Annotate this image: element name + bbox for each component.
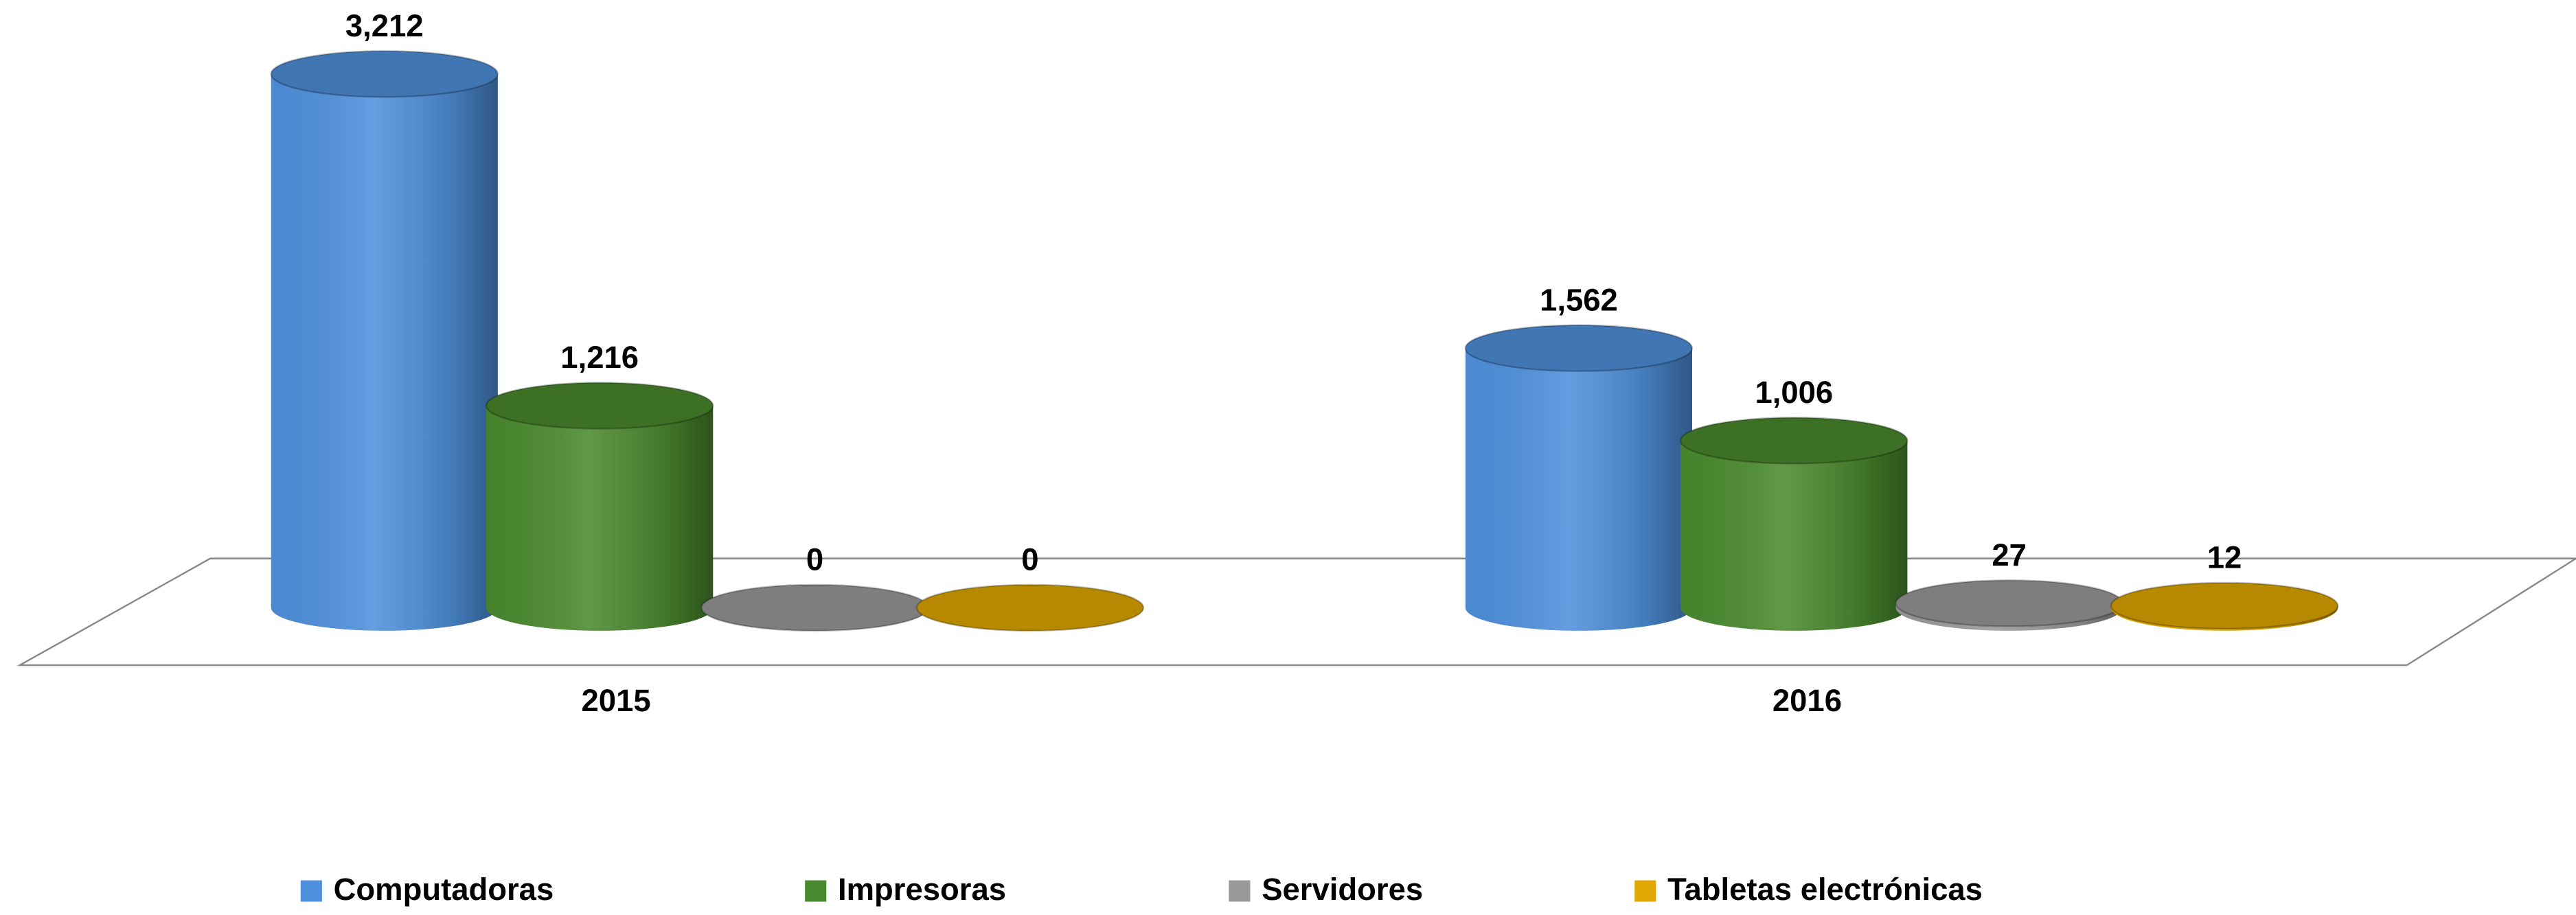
cylinder-top (270, 50, 499, 98)
cylinder-shade (1680, 440, 1908, 631)
cylinder-top-shade (486, 382, 714, 429)
data-label: 1,216 (560, 340, 639, 375)
cylinder-top-shade (701, 584, 928, 631)
legend-label: Servidores (1262, 872, 1423, 907)
cylinder-top (1680, 417, 1908, 465)
cylinder-shade (1465, 348, 1692, 631)
cylinder-top-shade (271, 51, 498, 97)
cylinder-shade (271, 73, 498, 631)
data-label: 12 (2207, 540, 2242, 575)
cylinder-top-shade (1680, 417, 1908, 464)
cylinder-top (915, 583, 1145, 632)
legend-label: Tabletas electrónicas (1667, 872, 1983, 907)
cylinder-top-shade (1895, 580, 2123, 627)
cylinder-top-shade (916, 584, 1143, 631)
x-tick-label: 2016 (1773, 683, 1842, 718)
legend-label: Computadoras (334, 872, 554, 907)
cylinder-top (485, 382, 714, 430)
legend-label: Impresoras (838, 872, 1006, 907)
legend-swatch (1229, 880, 1251, 902)
data-label: 0 (806, 542, 823, 577)
data-label: 27 (1992, 537, 2027, 572)
legend-swatch (300, 880, 322, 902)
data-label: 1,562 (1540, 282, 1618, 317)
cylinder-top-shade (1465, 325, 1692, 371)
cylinder-top (2110, 581, 2339, 630)
data-label: 0 (1021, 542, 1038, 577)
data-label: 3,212 (345, 8, 424, 43)
data-label: 1,006 (1755, 375, 1833, 410)
cylinder-top-shade (2111, 582, 2338, 629)
cylinder-top (1464, 324, 1694, 372)
cylinder-shade (486, 406, 714, 631)
legend-swatch (1634, 880, 1656, 902)
legend-swatch (805, 880, 827, 902)
x-tick-label: 2015 (582, 683, 651, 718)
